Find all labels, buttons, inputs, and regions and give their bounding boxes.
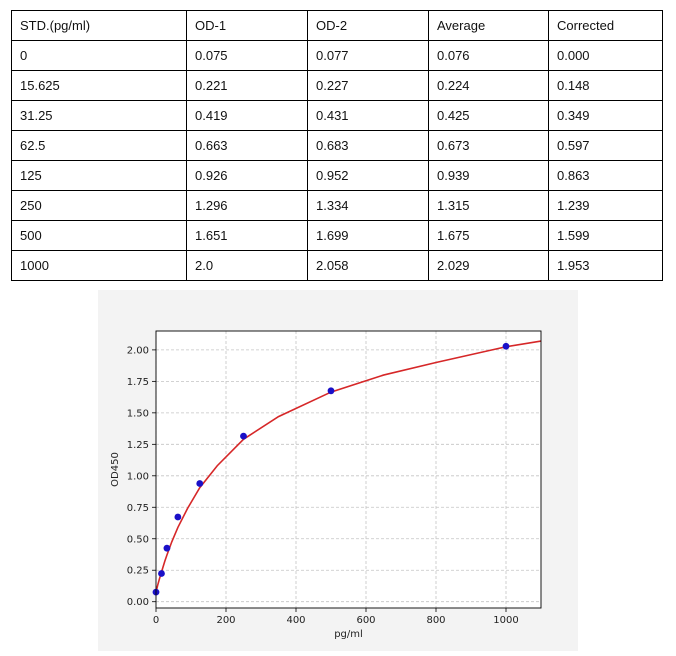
table-cell: 0.148 [548, 70, 663, 101]
table-cell: 0.952 [307, 160, 429, 191]
table-cell: 250 [11, 190, 187, 221]
x-tick-label: 0 [153, 615, 159, 626]
header-od2: OD-2 [307, 10, 429, 41]
table-cell: 0.224 [428, 70, 549, 101]
y-tick-label: 0.75 [127, 503, 149, 514]
table-cell: 1.334 [307, 190, 429, 221]
table-cell: 125 [11, 160, 187, 191]
table-cell: 1.699 [307, 220, 429, 251]
table-cell: 0.939 [428, 160, 549, 191]
y-tick-label: 1.75 [127, 377, 149, 388]
table-cell: 1.239 [548, 190, 663, 221]
table-row: 62.5 0.663 0.683 0.673 0.597 [11, 130, 663, 161]
table-cell: 1.599 [548, 220, 663, 251]
data-point [196, 480, 204, 487]
y-tick-label: 0.50 [127, 534, 149, 545]
y-tick-label: 2.00 [127, 345, 149, 356]
table-cell: 0 [11, 40, 187, 71]
table-cell: 0.000 [548, 40, 663, 71]
table-cell: 0.077 [307, 40, 429, 71]
y-tick-label: 0.00 [127, 597, 149, 608]
table-cell: 0.926 [186, 160, 308, 191]
x-axis-label: pg/ml [334, 629, 363, 640]
table-cell: 0.075 [186, 40, 308, 71]
chart-svg: 0 200 400 600 800 1000 0.00 0.25 0.50 0.75 1.00 1.2… [110, 330, 542, 640]
table-row: 1000 2.0 2.058 2.029 1.953 [11, 250, 663, 281]
header-od1: OD-1 [186, 10, 308, 41]
y-tick-label: 1.00 [127, 471, 149, 482]
table-row: 0 0.075 0.077 0.076 0.000 [11, 40, 663, 71]
x-tick-label: 800 [426, 615, 445, 626]
table-cell: 2.0 [186, 250, 308, 281]
standard-curve-chart: 0 200 400 600 800 1000 0.00 0.25 0.50 0.75 1.00 1.2… [98, 290, 578, 651]
table-cell: 1000 [11, 250, 187, 281]
x-tick-label: 1000 [493, 615, 518, 626]
table-cell: 1.675 [428, 220, 549, 251]
table-row: 15.625 0.221 0.227 0.224 0.148 [11, 70, 663, 101]
data-point [174, 513, 182, 521]
table-cell: 0.597 [548, 130, 663, 161]
header-std: STD.(pg/ml) [11, 10, 187, 41]
table-row: 125 0.926 0.952 0.939 0.863 [11, 160, 663, 191]
table-cell: 500 [11, 220, 187, 251]
table-cell: 1.315 [428, 190, 549, 221]
table-cell: 0.425 [428, 100, 549, 131]
table-cell: 0.663 [186, 130, 308, 161]
data-point [163, 544, 171, 552]
y-tick-label: 1.25 [127, 440, 149, 451]
table-cell: 31.25 [11, 100, 187, 131]
table-cell: 0.673 [428, 130, 549, 161]
y-tick-label: 1.50 [127, 408, 149, 419]
x-tick-label: 600 [356, 615, 375, 626]
table-header-row: STD.(pg/ml) OD-1 OD-2 Average Corrected [11, 10, 663, 41]
y-axis-label: OD450 [110, 452, 121, 487]
plot-area [156, 331, 541, 608]
table-cell: 0.349 [548, 100, 663, 131]
data-point [158, 570, 165, 577]
table-cell: 0.683 [307, 130, 429, 161]
axis-ticks: 0 200 400 600 800 1000 0.00 0.25 0.50 0.75 1.00 1.2… [127, 345, 519, 626]
table-cell: 0.419 [186, 100, 308, 131]
table-row: 31.25 0.419 0.431 0.425 0.349 [11, 100, 663, 131]
table-cell: 0.863 [548, 160, 663, 191]
table-cell: 0.076 [428, 40, 549, 71]
data-points [152, 342, 510, 596]
table-cell: 1.296 [186, 190, 308, 221]
data-point [327, 387, 335, 395]
table-cell: 62.5 [11, 130, 187, 161]
x-tick-label: 400 [286, 615, 305, 626]
plot-frame [155, 330, 542, 609]
table-cell: 0.431 [307, 100, 429, 131]
table-cell: 2.029 [428, 250, 549, 281]
table-cell: 1.651 [186, 220, 308, 251]
table-cell: 2.058 [307, 250, 429, 281]
header-average: Average [428, 10, 549, 41]
header-corrected: Corrected [548, 10, 663, 41]
x-tick-label: 200 [216, 615, 235, 626]
table-row: 500 1.651 1.699 1.675 1.599 [11, 220, 663, 251]
table-cell: 0.221 [186, 70, 308, 101]
data-point [502, 342, 510, 350]
data-point [240, 432, 247, 440]
table-cell: 1.953 [548, 250, 663, 281]
grid [155, 331, 541, 608]
table-row: 250 1.296 1.334 1.315 1.239 [11, 190, 663, 221]
table-cell: 15.625 [11, 70, 187, 101]
standard-data-table: STD.(pg/ml) OD-1 OD-2 Average Corrected … [11, 10, 663, 281]
y-tick-label: 0.25 [127, 566, 149, 577]
table-cell: 0.227 [307, 70, 429, 101]
